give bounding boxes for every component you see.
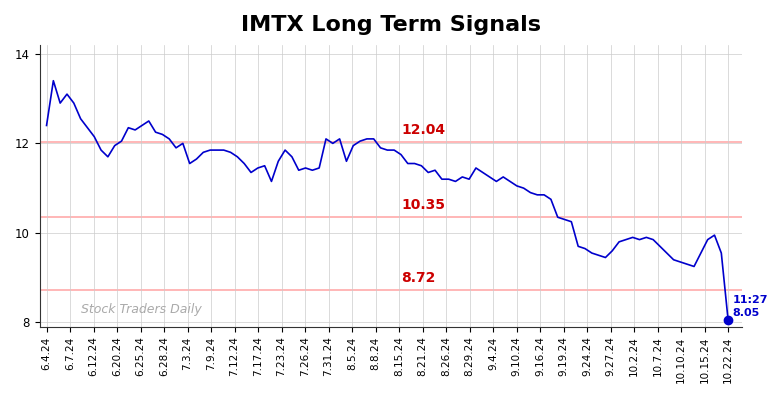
Text: 12.04: 12.04 bbox=[401, 123, 445, 137]
Text: Stock Traders Daily: Stock Traders Daily bbox=[81, 303, 201, 316]
Text: 11:27: 11:27 bbox=[732, 295, 768, 304]
Text: 8.05: 8.05 bbox=[732, 308, 760, 318]
Text: 8.72: 8.72 bbox=[401, 271, 435, 285]
Title: IMTX Long Term Signals: IMTX Long Term Signals bbox=[241, 15, 541, 35]
Text: 10.35: 10.35 bbox=[401, 198, 445, 212]
